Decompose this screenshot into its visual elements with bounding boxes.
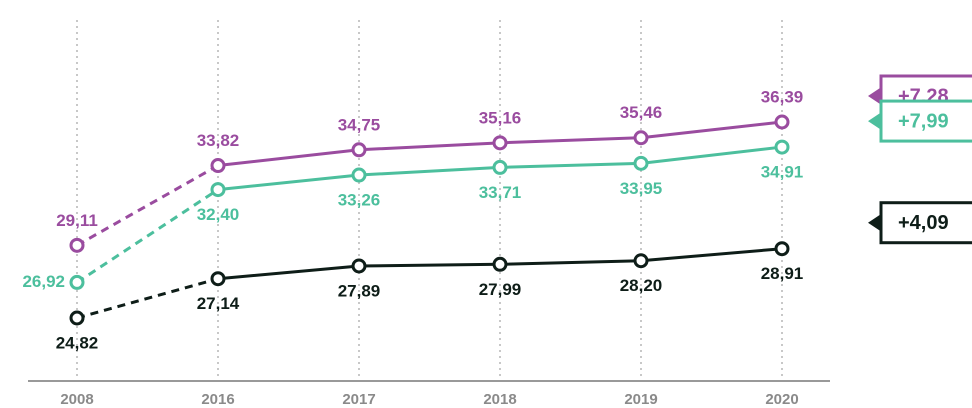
point	[633, 253, 649, 269]
x-tick-label: 2016	[201, 391, 234, 408]
point	[774, 139, 790, 155]
data-label: 32,40	[197, 205, 240, 224]
point	[69, 274, 85, 290]
change-box	[879, 201, 972, 245]
x-tick-label: 2019	[624, 391, 657, 408]
point	[69, 310, 85, 326]
data-label: 27,99	[479, 280, 522, 299]
x-tick-label: 2020	[765, 391, 798, 408]
x-tick-label: 2008	[60, 391, 93, 408]
point	[774, 114, 790, 130]
change-arrow	[868, 113, 880, 130]
data-label: 33,26	[338, 191, 381, 210]
point	[69, 237, 85, 253]
change-label: +4,09	[898, 212, 949, 234]
x-tick-label: 2017	[342, 391, 375, 408]
data-label: 35,16	[479, 108, 522, 127]
x-tick-label: 2018	[483, 391, 516, 408]
point	[351, 167, 367, 183]
point	[492, 256, 508, 272]
data-label: 33,82	[197, 131, 240, 150]
data-label: 33,95	[620, 179, 663, 198]
point	[210, 158, 226, 174]
change-label: +7,99	[898, 110, 949, 132]
data-label: 24,82	[56, 333, 99, 352]
change-box	[879, 99, 972, 143]
data-label: 26,92	[22, 272, 65, 291]
point	[492, 159, 508, 175]
point	[633, 155, 649, 171]
data-label: 36,39	[761, 87, 804, 106]
data-label: 28,20	[620, 276, 663, 295]
line	[76, 188, 219, 284]
point	[633, 130, 649, 146]
data-label: 27,14	[197, 294, 240, 313]
data-label: 34,91	[761, 163, 804, 182]
point	[492, 135, 508, 151]
data-label: 35,46	[620, 103, 663, 122]
data-label: 29,11	[56, 211, 98, 230]
line	[76, 277, 219, 320]
data-label: 33,71	[479, 183, 522, 202]
point	[351, 258, 367, 274]
data-label: 34,75	[338, 115, 381, 134]
point	[210, 182, 226, 198]
change-arrow	[868, 88, 880, 104]
data-label: 28,91	[761, 264, 804, 283]
point	[351, 142, 367, 158]
point	[774, 241, 790, 257]
data-label: 27,89	[338, 281, 381, 300]
point	[210, 271, 226, 287]
change-arrow	[868, 214, 880, 231]
